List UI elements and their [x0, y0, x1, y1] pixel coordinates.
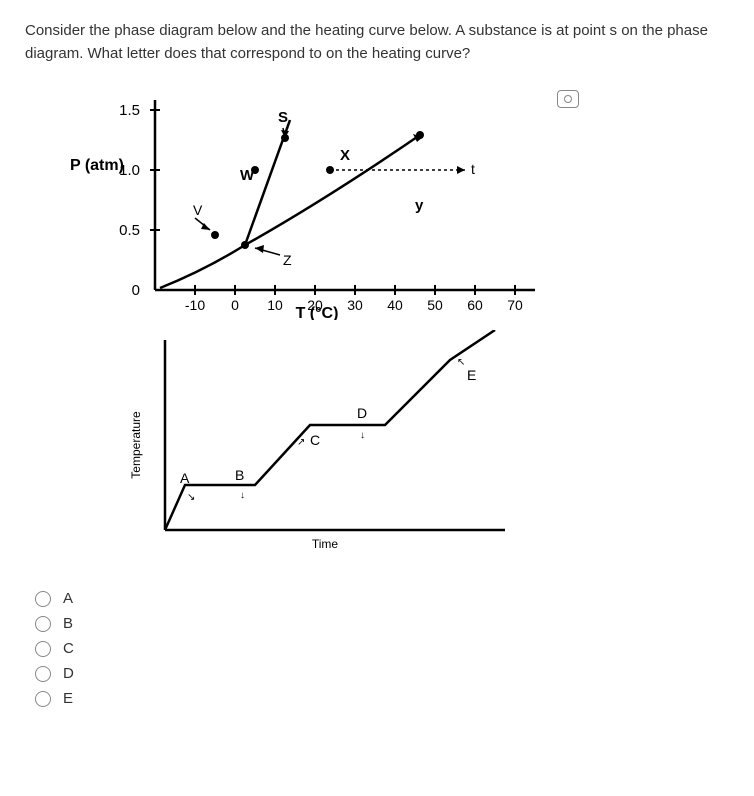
- xtick-30: 30: [347, 297, 363, 313]
- xtick-60: 60: [467, 297, 483, 313]
- option-label: E: [63, 690, 73, 707]
- label-b: B: [235, 467, 244, 483]
- radio-icon: [35, 691, 51, 707]
- arrow-c: ↗: [297, 437, 305, 448]
- label-x: X: [340, 147, 350, 164]
- label-z: Z: [283, 252, 292, 268]
- label-c: C: [310, 432, 320, 448]
- xtick--10: -10: [185, 297, 205, 313]
- ytick-0.5: 0.5: [119, 222, 140, 239]
- question-text: Consider the phase diagram below and the…: [25, 20, 729, 65]
- radio-icon: [35, 616, 51, 632]
- option-d[interactable]: D: [35, 665, 729, 682]
- option-a[interactable]: A: [35, 590, 729, 607]
- radio-icon: [35, 591, 51, 607]
- radio-icon: [35, 641, 51, 657]
- radio-icon: [35, 666, 51, 682]
- label-v: V: [193, 202, 203, 218]
- label-a: A: [180, 470, 190, 486]
- label-w: W: [240, 167, 255, 184]
- label-e: E: [467, 367, 476, 383]
- option-c[interactable]: C: [35, 640, 729, 657]
- xtick-10: 10: [267, 297, 283, 313]
- option-b[interactable]: B: [35, 615, 729, 632]
- label-d: D: [357, 405, 367, 421]
- xtick-50: 50: [427, 297, 443, 313]
- snapshot-icon[interactable]: [557, 90, 579, 108]
- label-y: y: [415, 197, 424, 214]
- answer-options: A B C D E: [35, 590, 729, 707]
- option-label: A: [63, 590, 73, 607]
- ytick-0: 0: [132, 282, 140, 299]
- heating-curve: ↘ ↓ ↗ ↓ ↖ A B C D E Temperature Time: [115, 330, 595, 560]
- xtick-40: 40: [387, 297, 403, 313]
- ytick-1.5: 1.5: [119, 102, 140, 119]
- arrow-e: ↖: [457, 357, 465, 368]
- phase-diagram: 1.5 1.0 0.5 0 -10 0 10 20 30 40 50 60 70: [35, 90, 555, 320]
- xtick-70: 70: [507, 297, 523, 313]
- xtick-0: 0: [231, 297, 239, 313]
- arrow-a: ↘: [187, 492, 195, 503]
- label-s: S: [278, 109, 288, 126]
- arrow-d: ↓: [360, 430, 365, 441]
- option-label: C: [63, 640, 74, 657]
- arrow-b: ↓: [240, 490, 245, 501]
- y-axis-label-heating: Temperature: [129, 411, 143, 479]
- label-t: t: [471, 161, 475, 177]
- diagrams-container: 1.5 1.0 0.5 0 -10 0 10 20 30 40 50 60 70: [35, 90, 729, 560]
- option-label: B: [63, 615, 73, 632]
- x-axis-label-phase: T (°C): [296, 305, 339, 320]
- option-label: D: [63, 665, 74, 682]
- x-axis-label-heating: Time: [312, 537, 339, 551]
- y-axis-label-phase: P (atm): [70, 157, 124, 174]
- option-e[interactable]: E: [35, 690, 729, 707]
